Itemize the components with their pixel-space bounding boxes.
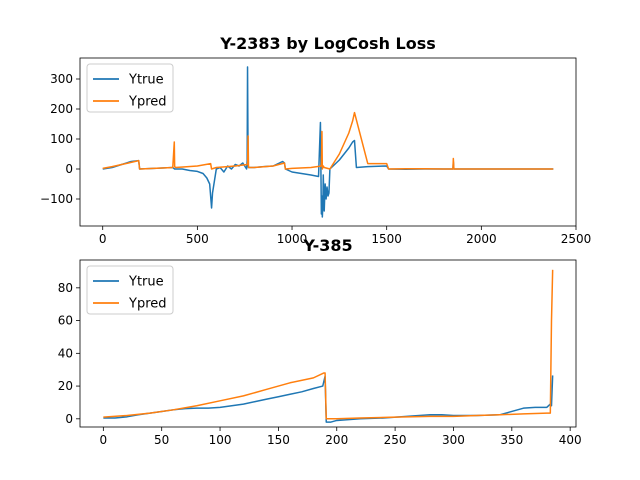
top-x-tick-label: 2000	[466, 232, 497, 246]
top-legend-box	[86, 63, 174, 113]
top-x-tick-label: 2500	[561, 232, 592, 246]
bottom-x-tick-label: 0	[100, 433, 108, 447]
bottom-chart-title: Y-385	[302, 236, 352, 255]
bottom-subplot: 0 50 100 150 200 250 300 350 400 0 20 40 60 80 Ytrue Yp…	[58, 236, 582, 447]
top-x-tick-label: 1500	[371, 232, 402, 246]
bottom-y-tick-label: 0	[65, 412, 73, 426]
bottom-x-tick-label: 200	[325, 433, 348, 447]
bottom-x-tick-label: 400	[559, 433, 582, 447]
top-legend-label-ypred: Ypred	[128, 95, 167, 110]
bottom-y-tick-label: 20	[58, 379, 73, 393]
top-legend-label-ytrue: Ytrue	[128, 73, 164, 88]
bottom-plot-area: 0 50 100 150 200 250 300 350 400 0 20 40 60 80 Ytrue Yp…	[58, 259, 582, 447]
top-y-tick-label: 300	[50, 72, 73, 86]
bottom-x-tick-label: 350	[500, 433, 523, 447]
top-y-tick-label: 200	[50, 102, 73, 116]
top-chart-title: Y-2383 by LogCosh Loss	[219, 34, 436, 53]
bottom-legend-label-ytrue: Ytrue	[128, 275, 164, 290]
top-x-tick-label: 500	[186, 232, 209, 246]
top-y-tick-label: −100	[40, 192, 73, 206]
top-legend: Ytrue Ypred	[86, 63, 174, 113]
bottom-series-line-ypred	[103, 269, 554, 420]
top-y-tick-label: 0	[65, 162, 73, 176]
bottom-axes-frame	[79, 259, 577, 428]
top-x-tick-label: 0	[99, 232, 107, 246]
bottom-series-group	[103, 269, 554, 423]
bottom-y-tick-label: 40	[58, 346, 73, 360]
top-series-line-ypred	[102, 111, 554, 170]
top-y-tick-label: 100	[50, 132, 73, 146]
top-series-group	[102, 66, 554, 218]
bottom-x-tick-label: 150	[267, 433, 290, 447]
bottom-y-tick-label: 60	[58, 314, 73, 328]
bottom-legend-box	[86, 265, 174, 315]
bottom-x-tick-label: 250	[384, 433, 407, 447]
bottom-x-tick-label: 50	[154, 433, 169, 447]
bottom-y-tick-label: 80	[58, 281, 73, 295]
bottom-x-tick-label: 300	[442, 433, 465, 447]
top-x-tick-label: 1000	[277, 232, 308, 246]
bottom-x-tick-label: 100	[209, 433, 232, 447]
bottom-legend-label-ypred: Ypred	[128, 297, 167, 312]
top-axes-frame	[79, 57, 577, 227]
bottom-legend: Ytrue Ypred	[86, 265, 174, 315]
